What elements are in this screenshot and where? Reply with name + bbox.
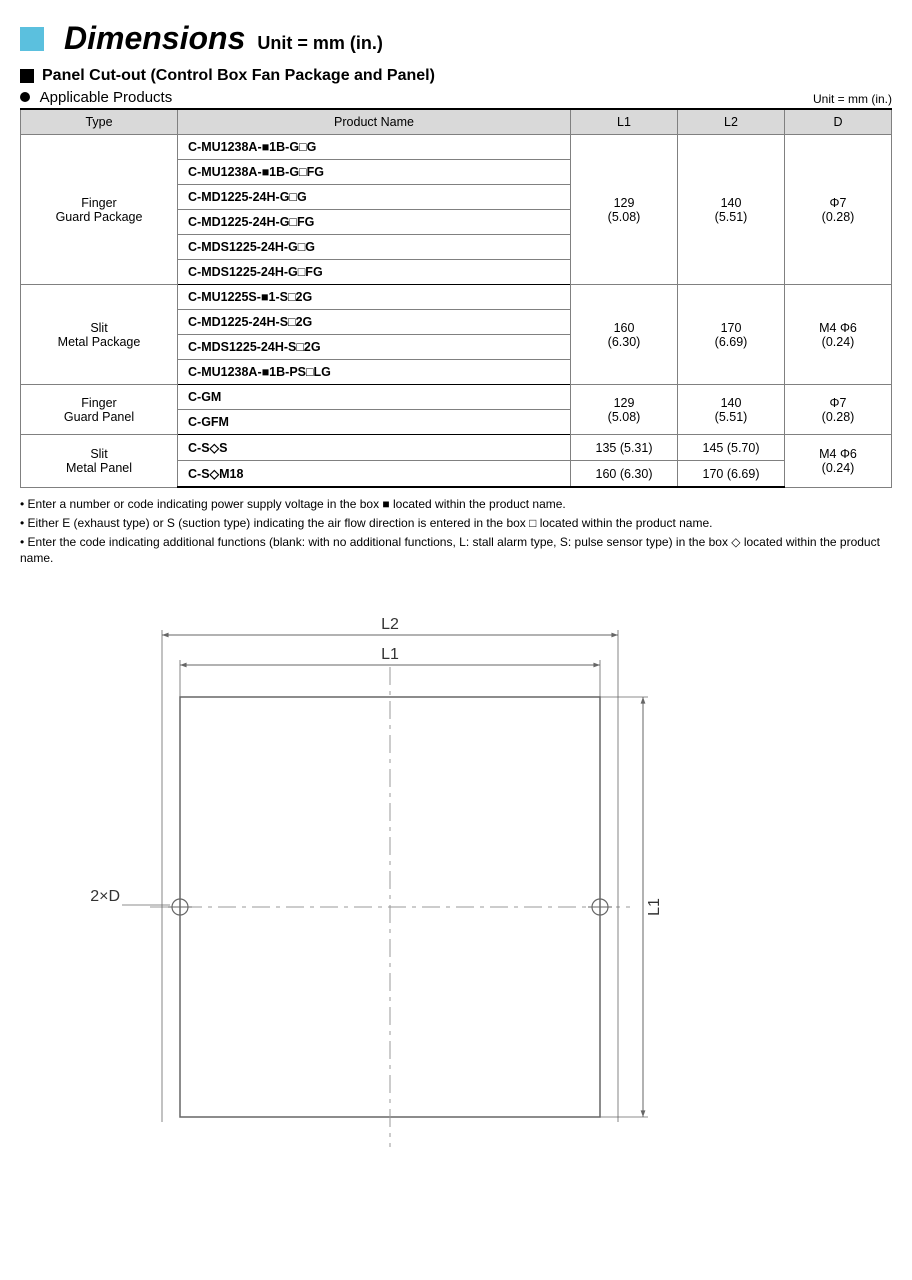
table-cell: Φ7(0.28) [785,135,892,285]
table-cell: 160 (6.30) [571,461,678,488]
table-cell: C-MU1225S-■1-S□2G [178,285,571,310]
note-line: • Either E (exhaust type) or S (suction … [20,515,892,532]
table-cell: 140(5.51) [678,135,785,285]
table-cell: C-MU1238A-■1B-G□G [178,135,571,160]
page-title-row: Dimensions Unit = mm (in.) [20,20,892,57]
table-cell: C-S◇S [178,435,571,461]
table-cell: C-GFM [178,410,571,435]
table-cell: C-MU1238A-■1B-PS□LG [178,360,571,385]
table-cell: M4 Φ6(0.24) [785,285,892,385]
table-unit-label: Unit = mm (in.) [813,92,892,106]
table-cell: FingerGuard Panel [21,385,178,435]
table-cell: 170(6.69) [678,285,785,385]
table-cell: C-S◇M18 [178,461,571,488]
svg-text:2×D: 2×D [90,888,120,905]
table-cell: Φ7(0.28) [785,385,892,435]
table-notes: • Enter a number or code indicating powe… [20,496,892,567]
table-row: SlitMetal PanelC-S◇S135 (5.31)145 (5.70)… [21,435,892,461]
table-cell: FingerGuard Package [21,135,178,285]
col-l1: L1 [571,109,678,135]
subsection-row: Applicable Products Unit = mm (in.) [20,89,892,106]
table-cell: M4 Φ6(0.24) [785,435,892,488]
section-title: Panel Cut-out (Control Box Fan Package a… [42,67,435,85]
table-cell: C-GM [178,385,571,410]
table-row: FingerGuard PanelC-GM129(5.08)140(5.51)Φ… [21,385,892,410]
col-type: Type [21,109,178,135]
accent-square-icon [20,27,44,51]
bullet-square-icon [20,69,34,83]
table-cell: 170 (6.69) [678,461,785,488]
table-cell: C-MD1225-24H-G□G [178,185,571,210]
table-cell: 129(5.08) [571,135,678,285]
note-line: • Enter a number or code indicating powe… [20,496,892,513]
section-header: Panel Cut-out (Control Box Fan Package a… [20,67,892,85]
table-cell: C-MU1238A-■1B-G□FG [178,160,571,185]
table-cell: C-MD1225-24H-G□FG [178,210,571,235]
page-title: Dimensions [64,20,245,57]
svg-text:L1: L1 [381,646,399,663]
table-cell: C-MDS1225-24H-S□2G [178,335,571,360]
col-d: D [785,109,892,135]
table-header-row: Type Product Name L1 L2 D [21,109,892,135]
table-cell: 140(5.51) [678,385,785,435]
table-row: FingerGuard PackageC-MU1238A-■1B-G□G129(… [21,135,892,160]
table-cell: SlitMetal Package [21,285,178,385]
table-cell: C-MDS1225-24H-G□G [178,235,571,260]
spec-table: Type Product Name L1 L2 D FingerGuard Pa… [20,108,892,488]
unit-label: Unit = mm (in.) [257,33,383,54]
table-cell: SlitMetal Panel [21,435,178,488]
table-cell: C-MDS1225-24H-G□FG [178,260,571,285]
table-cell: 129(5.08) [571,385,678,435]
diagram-svg: L1 L2 L1 2×D [60,607,760,1167]
cutout-diagram: L1 L2 L1 2×D [60,607,892,1170]
bullet-circle-icon [20,92,30,102]
svg-text:L1: L1 [646,898,663,916]
table-row: SlitMetal PackageC-MU1225S-■1-S□2G160(6.… [21,285,892,310]
subsection-title: Applicable Products [40,89,173,106]
col-product: Product Name [178,109,571,135]
table-cell: C-MD1225-24H-S□2G [178,310,571,335]
svg-text:L2: L2 [381,616,399,633]
table-cell: 135 (5.31) [571,435,678,461]
table-cell: 145 (5.70) [678,435,785,461]
table-cell: 160(6.30) [571,285,678,385]
note-line: • Enter the code indicating additional f… [20,534,892,568]
col-l2: L2 [678,109,785,135]
